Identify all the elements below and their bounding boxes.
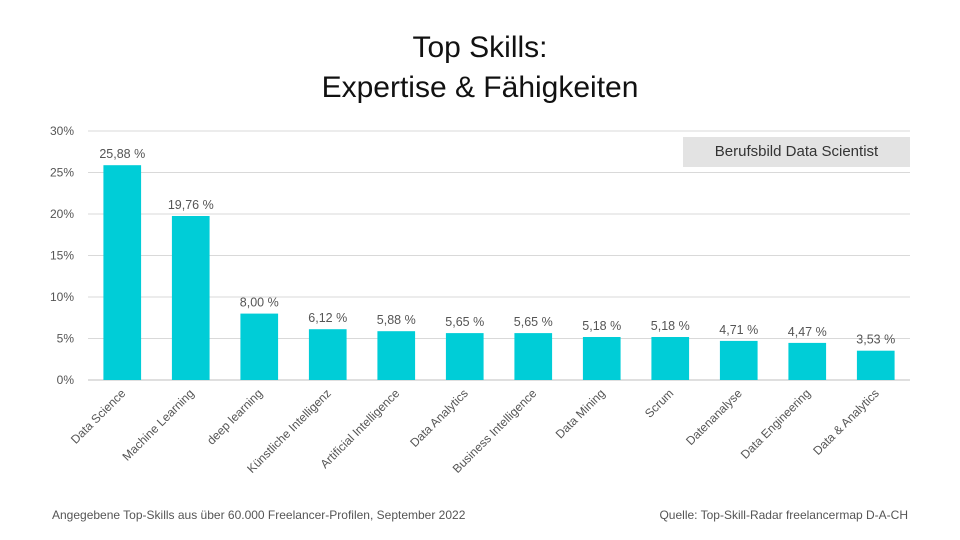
x-tick-label: Data Analytics [407, 386, 471, 450]
grid-lines [88, 130, 910, 381]
y-tick-label: 10% [50, 290, 74, 304]
bar [240, 313, 279, 380]
value-label: 4,47 % [788, 325, 827, 339]
bar [856, 350, 895, 380]
bar [445, 333, 484, 380]
footer-source: Quelle: Top-Skill-Radar freelancermap D-… [659, 508, 908, 522]
y-tick-label: 20% [50, 207, 74, 221]
x-tick-label: Data & Analytics [810, 386, 882, 458]
chart-title: Top Skills: Expertise & Fähigkeiten [0, 28, 960, 108]
bar [651, 337, 690, 380]
value-label: 5,65 % [445, 315, 484, 329]
x-tick-label: Datenanalyse [683, 386, 745, 448]
x-tick-label: deep learning [204, 386, 265, 447]
value-label: 5,88 % [377, 313, 416, 327]
value-labels: 25,88 % 19,76 % 8,00 % 6,12 % 5,88 % 5,65 % 5,… [99, 147, 895, 347]
y-tick-label: 0% [57, 373, 75, 387]
y-axis-ticks: 0% 5% 10% 15% 20% 25% 30% [50, 124, 74, 387]
value-label: 5,18 % [651, 319, 690, 333]
value-label: 5,18 % [582, 319, 621, 333]
y-tick-label: 30% [50, 124, 74, 138]
footer-note: Angegebene Top-Skills aus über 60.000 Fr… [52, 508, 466, 522]
bar [514, 333, 553, 380]
bar [788, 342, 827, 380]
x-tick-label: Data Mining [553, 386, 608, 441]
y-tick-label: 15% [50, 249, 74, 263]
bar [308, 329, 347, 380]
bar [582, 337, 621, 380]
bar [377, 331, 416, 380]
value-label: 25,88 % [99, 147, 145, 161]
bars [103, 165, 895, 380]
chart-title-line2: Expertise & Fähigkeiten [321, 71, 639, 104]
x-tick-label: Machine Learning [120, 386, 197, 463]
value-label: 8,00 % [240, 296, 279, 310]
value-label: 6,12 % [308, 311, 347, 325]
value-label: 5,65 % [514, 315, 553, 329]
x-tick-label: Scrum [642, 386, 676, 420]
x-tick-label: Data Science [68, 386, 129, 447]
value-label: 4,71 % [719, 323, 758, 337]
value-label: 3,53 % [856, 333, 895, 347]
bar [719, 340, 758, 380]
y-tick-label: 5% [57, 332, 75, 346]
bar [171, 215, 210, 380]
x-tick-label: Data Engineering [738, 386, 813, 461]
legend-box: Berufsbild Data Scientist [683, 137, 910, 167]
bar [103, 165, 142, 380]
chart-title-line1: Top Skills: [412, 31, 548, 64]
y-tick-label: 25% [50, 166, 74, 180]
value-label: 19,76 % [168, 198, 214, 212]
